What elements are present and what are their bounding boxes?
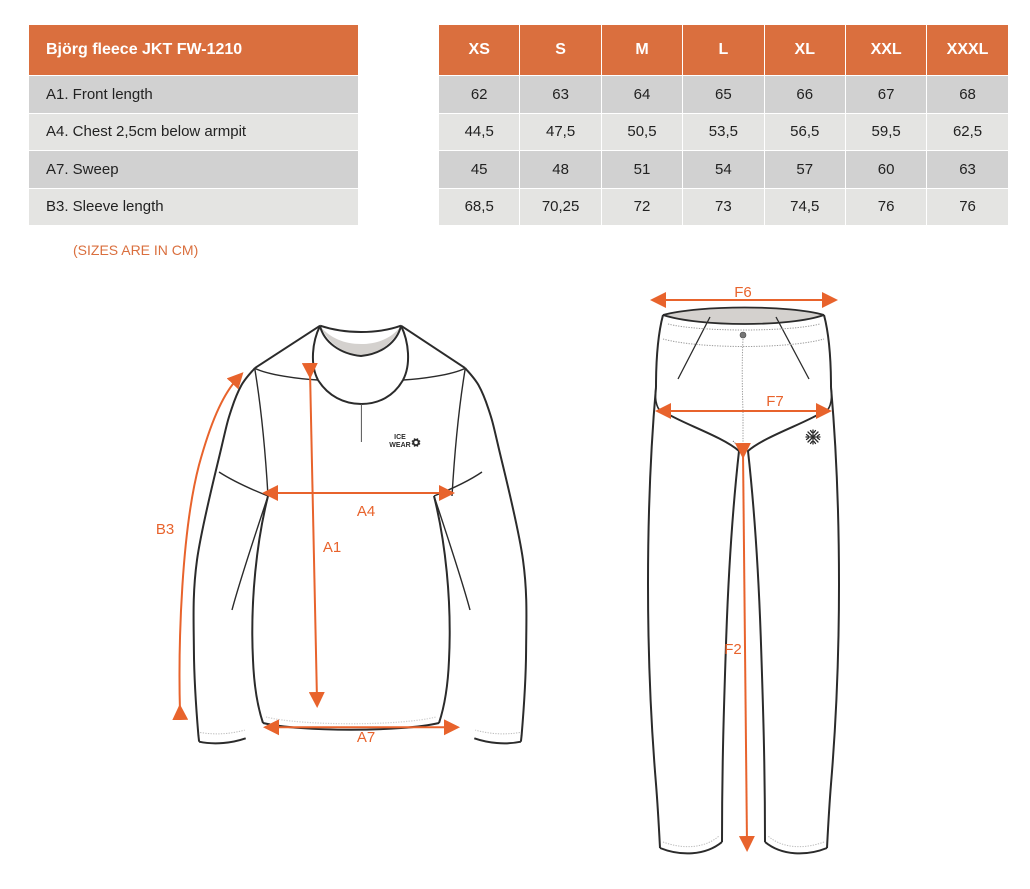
svg-text:F7: F7: [766, 393, 784, 410]
svg-text:A1: A1: [323, 539, 341, 556]
svg-text:B3: B3: [156, 521, 174, 538]
svg-text:F6: F6: [734, 284, 752, 301]
svg-text:ICE: ICE: [394, 434, 406, 441]
svg-text:F2: F2: [724, 641, 742, 658]
svg-text:WEAR: WEAR: [389, 442, 410, 449]
svg-text:A7: A7: [357, 729, 375, 746]
svg-text:A4: A4: [357, 503, 375, 520]
